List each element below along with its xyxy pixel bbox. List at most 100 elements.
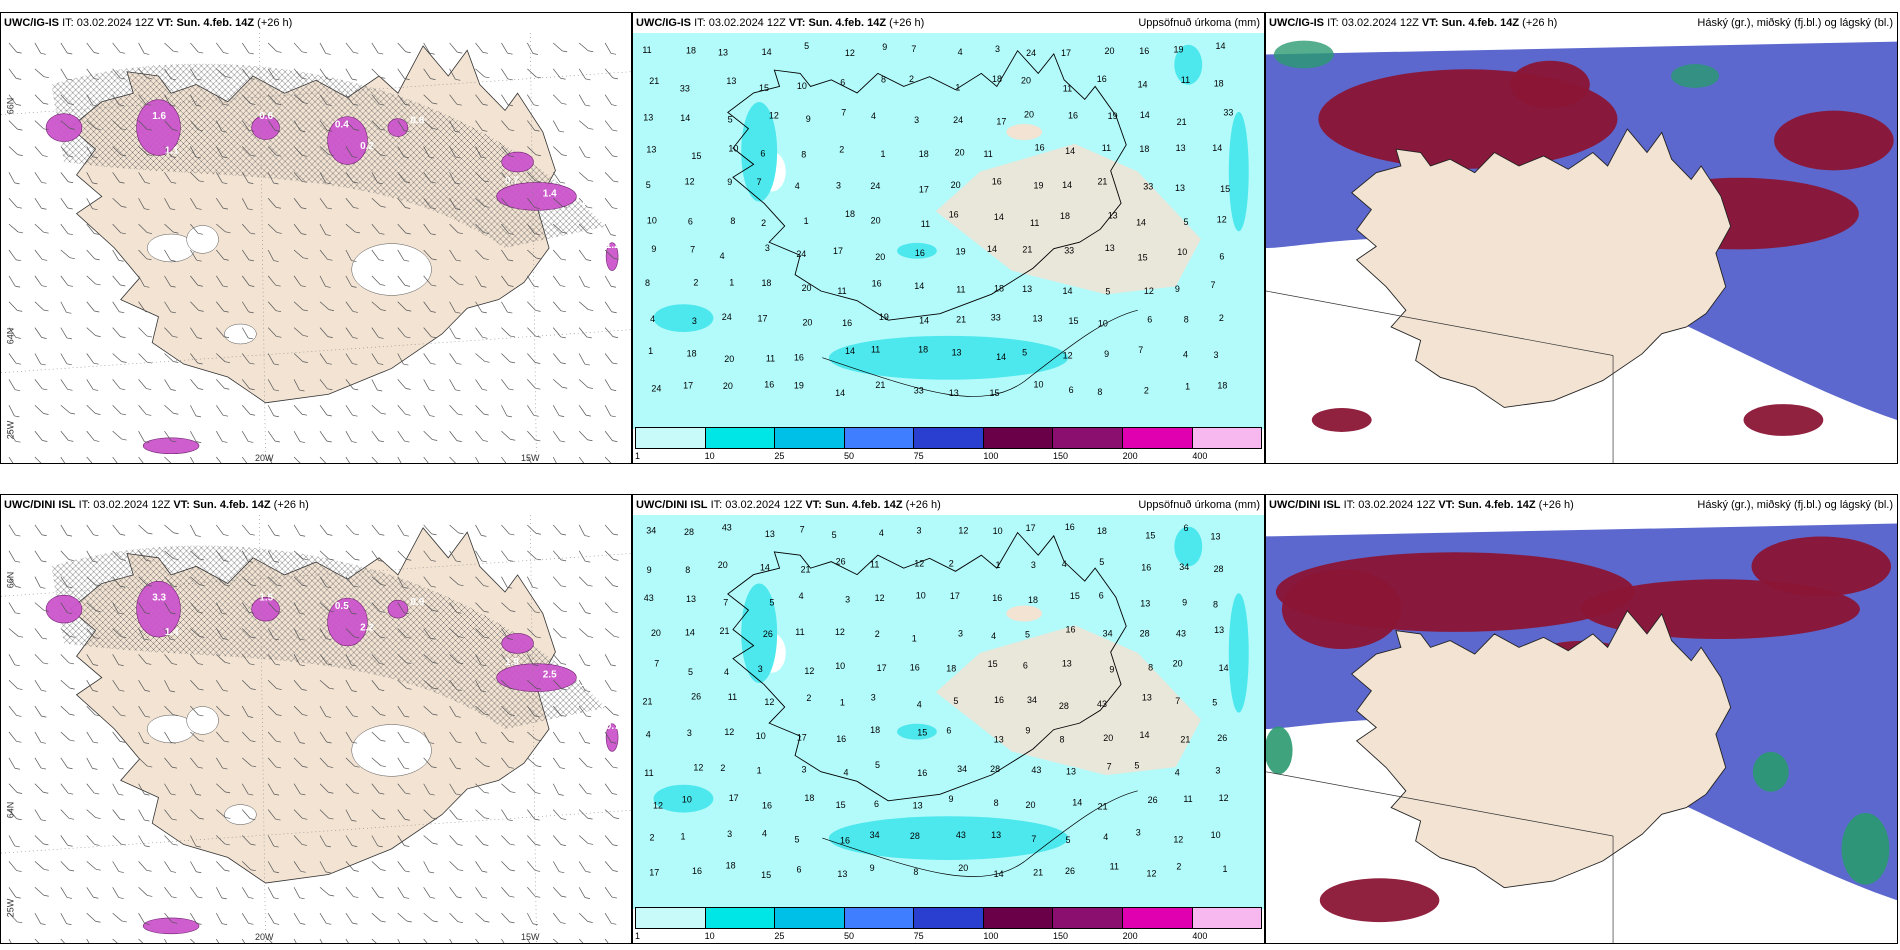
wind-barb [371,654,385,665]
map-wind[interactable]: 3.3 1.4 1.5 0.5 2.2 1.9 2.5 1.1 0.9 0.7 [1,515,631,943]
precip-value: 26 [763,629,773,639]
precip-value: 16 [1068,111,1078,121]
wind-barb [138,249,152,261]
precip-value: 14 [1072,797,1082,807]
wind-barb [475,379,488,391]
map-wind[interactable]: 1.6 1.1 0.6 0.4 0.2 0.7 1.4 1.5 0.8 1.2 [1,33,631,463]
wind-barb [60,223,73,236]
wind-barb [241,198,253,211]
wind-barb [475,809,490,820]
precip-value: 13 [726,76,736,86]
precip-value: 28 [1214,564,1224,574]
wind-barb [501,172,514,184]
snow-patch [136,99,181,156]
wind-barb [319,249,333,261]
precip-value: 13 [991,830,1001,840]
wind-barb [553,938,559,943]
colorbar-swatch [1122,908,1193,928]
precip-value: 17 [950,591,960,601]
precip-value: 12 [1219,793,1229,803]
wind-barb [34,94,49,105]
wind-barb [138,861,152,872]
precip-value: 8 [1148,663,1153,673]
precip-value: 14 [994,212,1004,222]
wind-barb [604,835,618,847]
precip-value: 2 [761,218,766,228]
wind-barb [475,628,489,639]
precip-value: 4 [879,528,884,538]
precip-value: 21 [956,315,966,325]
precip-value: 17 [758,314,768,324]
wind-barb [267,353,279,366]
wind-barb [501,68,513,81]
wind-barb [475,783,490,794]
wind-barb [86,301,100,313]
snow-depth-label: 3.3 [152,593,166,604]
wind-barb [319,886,335,897]
wind-barb [241,405,256,416]
wind-barb [552,861,565,874]
wind-barb [527,524,541,535]
map-cloud[interactable] [1266,515,1897,943]
precip-value: 1 [681,831,686,841]
wind-barb [34,938,40,943]
map-precip[interactable]: 11 18 13 14 5 12 9 7 4 3 24 17 20 16 19 14 21 33 13 15 10 6 8 2… [633,33,1264,429]
wind-barb [578,120,594,130]
wind-barb [319,198,333,210]
wind-barb [345,198,359,209]
colorbar-swatch [1053,428,1123,448]
wind-barb [138,912,150,925]
wind-barb [34,301,49,312]
precip-value: 26 [691,692,701,702]
wind-barb [578,550,591,563]
wind-barb [345,42,359,54]
precip-value: 3 [1215,765,1220,775]
precip-value: 8 [1213,599,1218,609]
precip-value: 11 [766,354,775,364]
wind-barb [60,524,73,537]
wind-barb [8,405,20,418]
wind-barb [604,602,618,614]
precip-value: 2 [720,763,725,773]
map-cloud[interactable] [1266,33,1897,463]
it-label: IT: [78,499,91,511]
precip-value: 8 [801,150,806,160]
wind-barb [604,430,618,442]
wind-barb [397,120,410,132]
wind-barb [164,783,176,796]
wind-barb [397,705,410,718]
wind-barb [501,301,513,314]
wind-barb [293,223,307,235]
precip-value: 19 [1033,181,1043,191]
wind-barb [397,94,410,106]
wind-barb [345,146,358,158]
wind-barb [8,912,23,924]
precip-value: 13 [643,113,653,123]
precip-value: 20 [951,180,961,190]
precip-value: 2 [949,558,954,568]
wind-barb [475,731,487,744]
wind-barb [8,887,21,899]
wind-barb [552,679,567,691]
wind-barb [578,379,593,389]
precip-value: 16 [872,279,882,289]
wind-barb [501,405,512,418]
wind-barb [371,456,379,463]
precip-value: 7 [690,245,695,255]
map-precip[interactable]: 34 28 43 13 7 5 4 3 12 10 17 16 18 15 6 13 9 8 20 14 21 26 11 1… [633,515,1264,909]
wind-barb [475,146,487,159]
iceland-coastline [727,49,1127,321]
wind-barb [527,42,539,55]
wind-barb [501,602,516,612]
snow-patch [142,437,200,455]
wind-barb [86,550,98,563]
wind-barb [60,783,74,795]
precip-value: 16 [842,318,852,328]
wind-barb [449,576,464,587]
wind-barb [112,68,126,80]
wind-barb [112,327,126,338]
wind-barb [112,275,126,287]
wind-barb [371,172,383,185]
low-cloud [1752,751,1789,792]
precip-value: 20 [1021,76,1031,86]
